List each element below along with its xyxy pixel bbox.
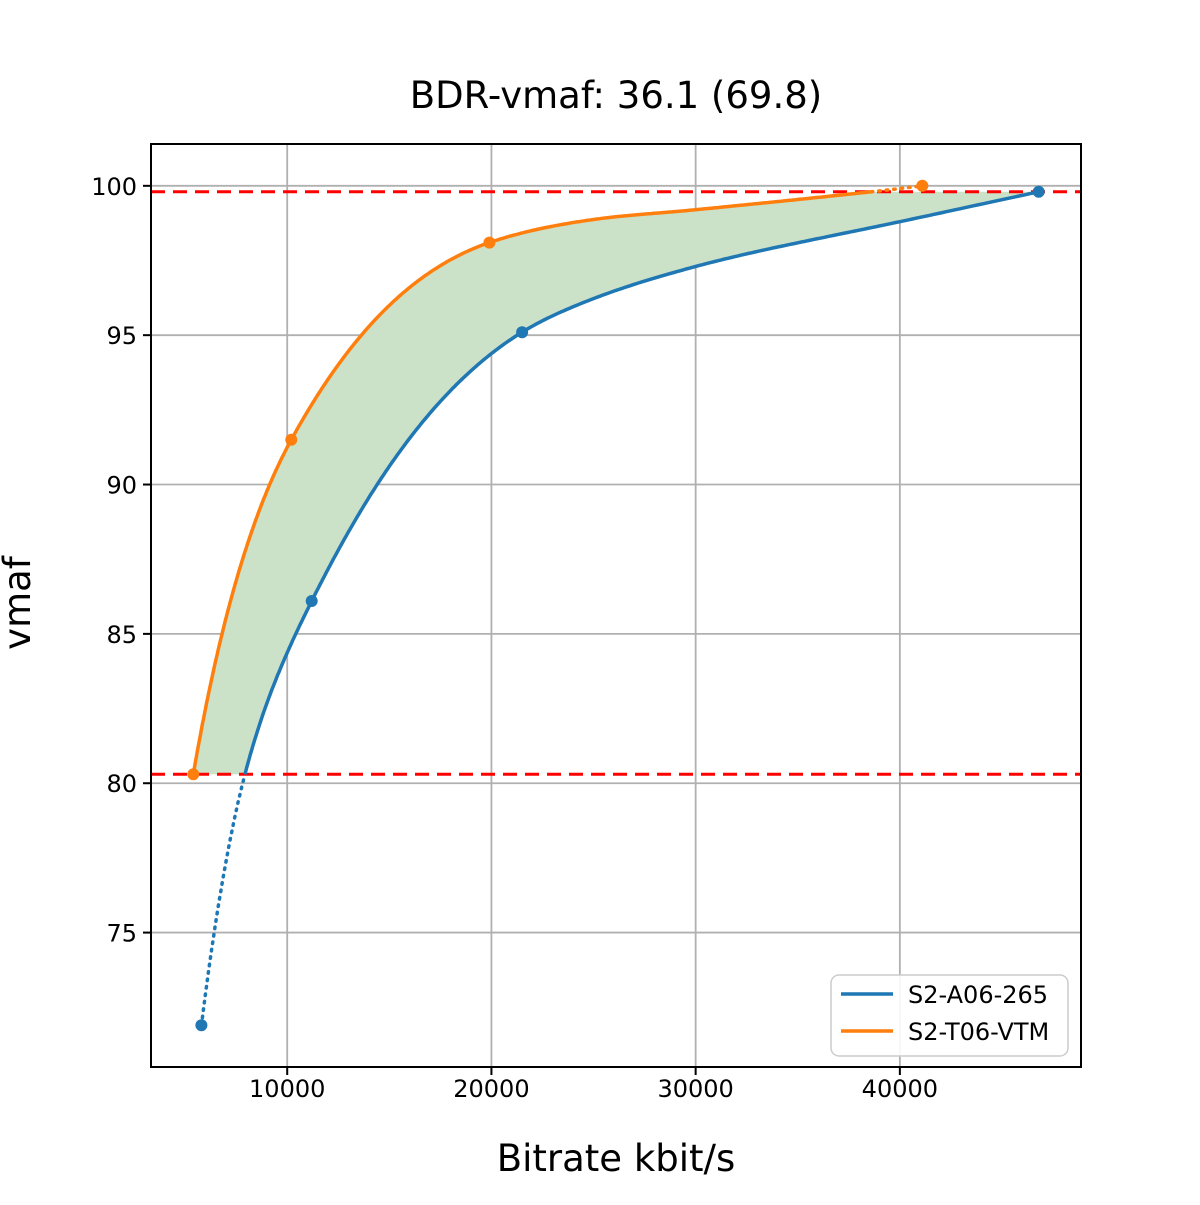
data-point-s2-t06-vtm	[187, 768, 200, 781]
y-tick-label-85: 85	[106, 621, 137, 649]
x-tick-label-30000: 30000	[657, 1075, 733, 1103]
legend-label-s2-t06-vtm: S2-T06-VTM	[908, 1018, 1049, 1046]
data-point-s2-a06-265	[1032, 185, 1045, 198]
curve-s2-t06-vtm-dotted	[869, 184, 925, 194]
data-point-s2-a06-265	[305, 595, 318, 607]
curve-s2-a06-265	[243, 190, 1040, 775]
curves	[187, 179, 1045, 1032]
x-tick-label-20000: 20000	[453, 1075, 529, 1103]
legend: S2-A06-265 S2-T06-VTM	[830, 974, 1069, 1057]
y-tick-label-100: 100	[91, 173, 137, 201]
bd-shaded-area	[193, 191, 1039, 775]
plot-border	[150, 143, 1082, 1068]
data-point-s2-t06-vtm	[916, 179, 929, 192]
data-point-s2-t06-vtm	[285, 433, 298, 446]
shaded-area-layer	[193, 191, 1039, 775]
y-tick-label-75: 75	[106, 920, 137, 948]
curve-s2-t06-vtm	[191, 190, 872, 775]
data-point-s2-t06-vtm	[483, 236, 496, 249]
y-tick-label-80: 80	[106, 770, 137, 798]
y-axis-label: vmaf	[0, 555, 39, 650]
y-tick-label-90: 90	[106, 472, 137, 500]
data-point-s2-a06-265	[516, 326, 529, 339]
axes: 10000 20000 30000 40000 75 80 85 90 95 100	[91, 143, 1082, 1103]
reference-lines	[151, 190, 1081, 776]
plot-area: 10000 20000 30000 40000 75 80 85 90 95 100 S2-A06-…	[91, 143, 1082, 1103]
data-point-s2-a06-265	[195, 1019, 208, 1032]
x-axis-label: Bitrate kbit/s	[497, 1137, 736, 1180]
curve-s2-a06-265-dotted	[199, 772, 247, 1027]
y-tick-label-95: 95	[106, 322, 137, 350]
chart-title: BDR-vmaf: 36.1 (69.8)	[410, 74, 822, 117]
legend-label-s2-a06-265: S2-A06-265	[908, 981, 1048, 1009]
x-tick-label-10000: 10000	[249, 1075, 325, 1103]
x-tick-label-40000: 40000	[862, 1075, 938, 1103]
